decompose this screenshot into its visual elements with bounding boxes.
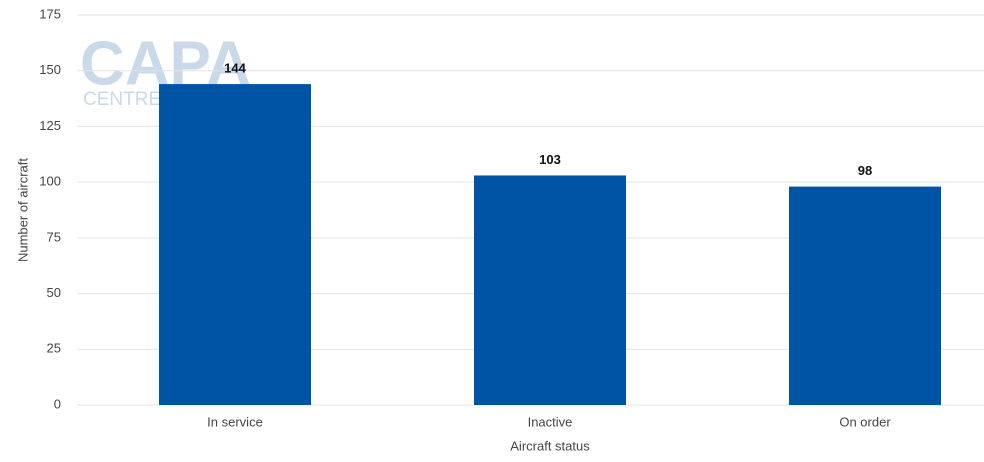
bar (789, 186, 941, 405)
bar (159, 84, 311, 405)
value-label: 98 (858, 163, 872, 178)
bar (474, 175, 626, 405)
x-tick-label: On order (839, 414, 891, 429)
value-label: 144 (224, 61, 246, 76)
y-tick-label: 50 (47, 285, 61, 300)
y-tick-label: 25 (47, 341, 61, 356)
y-axis-label: Number of aircraft (15, 158, 30, 262)
y-tick-label: 75 (47, 229, 61, 244)
y-tick-label: 175 (39, 6, 61, 21)
x-tick-label: Inactive (528, 414, 573, 429)
y-tick-label: 0 (54, 396, 61, 411)
x-axis-label: Aircraft status (510, 438, 590, 453)
y-tick-label: 150 (39, 62, 61, 77)
watermark-sub: CENTRE (83, 89, 161, 110)
value-label: 103 (539, 152, 561, 167)
y-tick-label: 100 (39, 174, 61, 189)
x-tick-label: In service (207, 414, 263, 429)
y-tick-label: 125 (39, 118, 61, 133)
